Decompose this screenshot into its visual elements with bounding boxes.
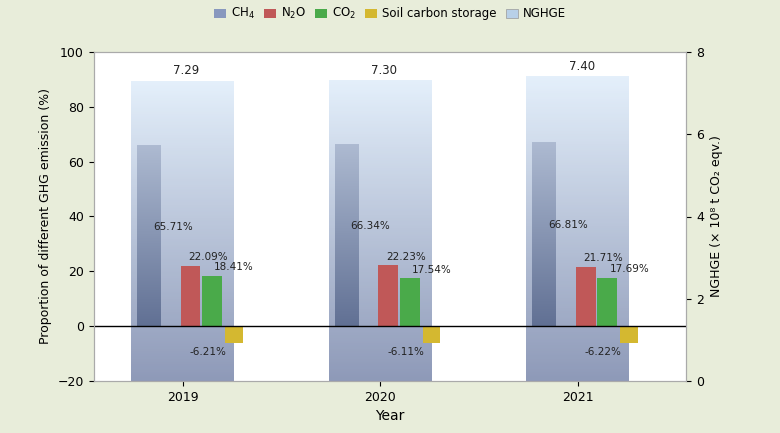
Bar (423, 326, 441, 343)
Y-axis label: NGHGE (× 10⁸ t CO₂ eqv.): NGHGE (× 10⁸ t CO₂ eqv.) (710, 136, 723, 297)
Text: 22.09%: 22.09% (189, 252, 228, 262)
Text: 7.40: 7.40 (569, 59, 594, 72)
Bar (225, 326, 243, 343)
Text: 21.71%: 21.71% (583, 253, 623, 263)
Bar (620, 326, 638, 343)
Bar (180, 265, 200, 326)
Bar (378, 265, 398, 326)
Bar (202, 276, 222, 326)
X-axis label: Year: Year (375, 409, 405, 423)
Y-axis label: Proportion of different GHG emission (%): Proportion of different GHG emission (%) (39, 88, 52, 345)
Text: 66.34%: 66.34% (350, 221, 390, 231)
Text: 7.30: 7.30 (371, 64, 397, 77)
Bar (400, 278, 420, 326)
Text: 17.54%: 17.54% (412, 265, 452, 275)
Legend: CH$_4$, N$_2$O, CO$_2$, Soil carbon storage, NGHGE: CH$_4$, N$_2$O, CO$_2$, Soil carbon stor… (210, 2, 570, 26)
Text: -6.22%: -6.22% (585, 347, 622, 357)
Text: 22.23%: 22.23% (386, 252, 426, 262)
Text: 18.41%: 18.41% (215, 262, 254, 272)
Text: 65.71%: 65.71% (153, 222, 193, 232)
Text: -6.11%: -6.11% (388, 347, 424, 357)
Bar (576, 267, 595, 326)
Text: 7.29: 7.29 (173, 64, 200, 77)
Text: 17.69%: 17.69% (609, 265, 649, 275)
Text: 66.81%: 66.81% (548, 220, 588, 230)
Text: -6.21%: -6.21% (190, 347, 227, 357)
Bar (597, 278, 617, 326)
